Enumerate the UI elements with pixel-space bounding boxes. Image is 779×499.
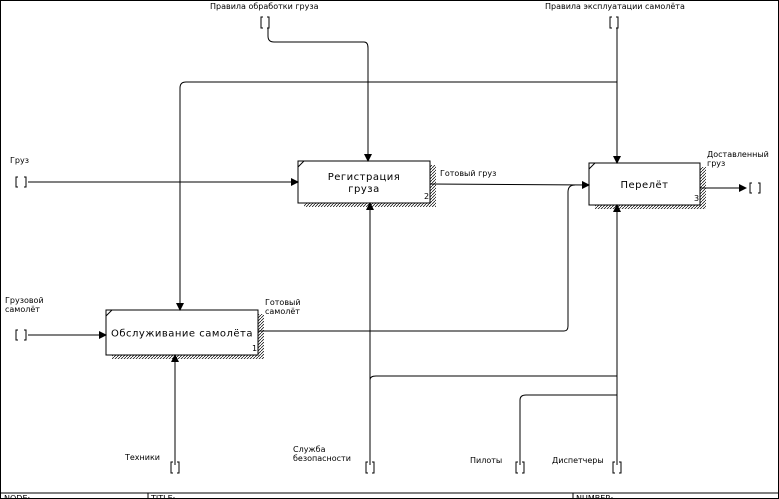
- tunnel: [749, 182, 761, 194]
- arrow-label: груз: [707, 159, 725, 168]
- arrow: [519, 394, 617, 465]
- box-label: Перелёт: [620, 180, 668, 191]
- tunnel: [515, 461, 525, 474]
- box-label: груза: [348, 184, 379, 195]
- arrow-label: безопасности: [293, 454, 351, 463]
- box: [297, 160, 431, 204]
- arrow-label: Груз: [10, 156, 29, 165]
- box-label: Обслуживание самолёта: [111, 329, 253, 340]
- tunnel: [365, 461, 375, 474]
- box-label: Регистрация: [328, 172, 401, 183]
- tunnel: [15, 176, 27, 188]
- arrow-label: Правила обработки груза: [210, 2, 319, 11]
- arrow-label: Готовый груз: [440, 169, 496, 178]
- arrow-label: Грузовой: [5, 296, 44, 305]
- tunnel: [609, 16, 619, 29]
- arrow-label: Доставленный: [707, 150, 769, 159]
- arrow: [369, 375, 617, 381]
- box: [105, 309, 259, 356]
- arrow-label: Диспетчеры: [552, 456, 604, 465]
- arrow-label: Готовый: [265, 298, 301, 307]
- arrow-label: Правила эксплуатации самолёта: [545, 2, 685, 11]
- box-number: 3: [694, 194, 699, 203]
- box-corner: [105, 309, 113, 317]
- arrow-label: самолёт: [5, 305, 40, 314]
- tunnel: [260, 16, 270, 29]
- box-number: 2: [424, 192, 429, 201]
- arrow-label: Пилоты: [470, 456, 502, 465]
- tunnel: [170, 461, 180, 474]
- arrow-label: самолёт: [265, 307, 300, 316]
- arrow: [267, 28, 372, 162]
- footer-number: NUMBER:: [576, 494, 613, 499]
- box-corner: [297, 160, 305, 168]
- box-number: 1: [252, 344, 257, 353]
- arrow-label: Техники: [124, 453, 160, 462]
- arrow: [429, 180, 590, 189]
- footer-node: NODE:: [4, 494, 30, 499]
- arrow: [176, 81, 617, 311]
- tunnel: [612, 461, 622, 474]
- arrow: [258, 184, 576, 332]
- box-corner: [588, 162, 596, 170]
- tunnel: [15, 329, 27, 341]
- footer-title: TITLE:: [150, 494, 175, 499]
- arrow-label: Служба: [293, 445, 326, 454]
